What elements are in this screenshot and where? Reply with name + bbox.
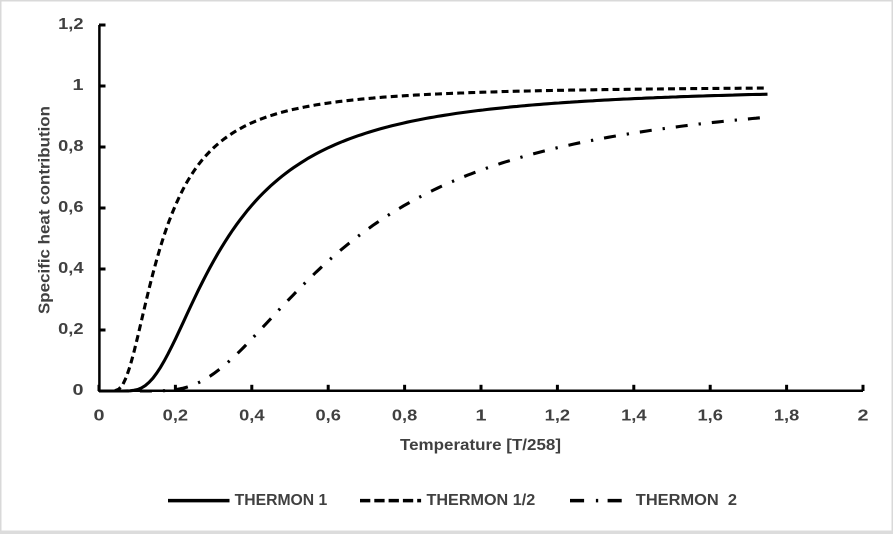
svg-text:1,6: 1,6 bbox=[698, 407, 724, 424]
svg-text:Specific heat contribution: Specific heat contribution bbox=[37, 106, 54, 314]
svg-text:THERMON 2: THERMON 2 bbox=[636, 492, 737, 509]
svg-text:0,2: 0,2 bbox=[163, 407, 188, 424]
svg-text:0,2: 0,2 bbox=[58, 321, 83, 338]
svg-text:0,8: 0,8 bbox=[58, 138, 84, 155]
svg-text:Temperature [T/258]: Temperature [T/258] bbox=[400, 437, 561, 454]
svg-text:0,4: 0,4 bbox=[239, 407, 265, 424]
svg-text:THERMON 1/2: THERMON 1/2 bbox=[427, 492, 536, 509]
svg-text:0,6: 0,6 bbox=[316, 407, 342, 424]
svg-text:1,4: 1,4 bbox=[621, 407, 647, 424]
svg-text:2: 2 bbox=[858, 407, 869, 424]
svg-text:1,2: 1,2 bbox=[58, 16, 83, 33]
svg-text:1,2: 1,2 bbox=[545, 407, 570, 424]
svg-text:1: 1 bbox=[476, 407, 487, 424]
svg-text:0,6: 0,6 bbox=[58, 199, 84, 216]
svg-text:1,8: 1,8 bbox=[774, 407, 800, 424]
svg-text:0: 0 bbox=[73, 382, 84, 399]
svg-text:0,8: 0,8 bbox=[392, 407, 418, 424]
svg-text:1: 1 bbox=[73, 77, 84, 94]
svg-text:0,4: 0,4 bbox=[58, 260, 84, 277]
svg-text:THERMON 1: THERMON 1 bbox=[235, 492, 328, 509]
svg-text:0: 0 bbox=[94, 407, 105, 424]
